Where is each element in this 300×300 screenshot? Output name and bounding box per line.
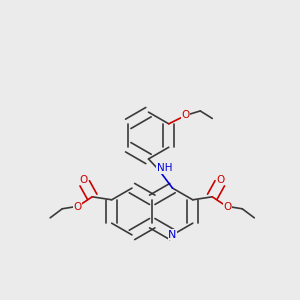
Text: O: O [217,175,225,185]
Text: O: O [223,202,231,212]
Text: NH: NH [157,163,172,173]
Text: O: O [73,202,81,212]
Text: N: N [168,230,177,240]
Text: O: O [181,110,189,120]
Text: O: O [80,175,88,185]
